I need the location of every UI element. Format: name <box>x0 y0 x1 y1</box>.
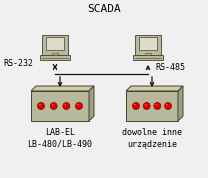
Bar <box>126 91 178 121</box>
Circle shape <box>64 104 66 106</box>
Circle shape <box>37 103 45 109</box>
Circle shape <box>165 103 172 109</box>
Circle shape <box>134 104 136 106</box>
Bar <box>133 55 163 60</box>
Circle shape <box>145 104 147 106</box>
Bar <box>145 53 151 56</box>
Polygon shape <box>89 86 94 121</box>
Text: SCADA: SCADA <box>87 4 121 14</box>
Circle shape <box>154 103 161 109</box>
Polygon shape <box>31 86 94 91</box>
Circle shape <box>155 104 157 106</box>
Text: RS-232: RS-232 <box>3 59 33 67</box>
Polygon shape <box>178 86 183 121</box>
Circle shape <box>76 103 83 109</box>
Circle shape <box>39 104 41 106</box>
Circle shape <box>52 104 54 106</box>
Circle shape <box>50 103 57 109</box>
Circle shape <box>77 104 79 106</box>
Circle shape <box>132 103 140 109</box>
Bar <box>46 36 64 49</box>
Circle shape <box>63 103 70 109</box>
Bar <box>139 36 157 49</box>
Polygon shape <box>126 86 183 91</box>
Bar <box>135 35 161 55</box>
Text: RS-485: RS-485 <box>155 64 185 72</box>
Circle shape <box>166 104 168 106</box>
Text: dowolne inne
urządzenie: dowolne inne urządzenie <box>122 128 182 149</box>
Bar <box>42 35 68 55</box>
Circle shape <box>143 103 150 109</box>
Bar <box>52 53 58 56</box>
Bar <box>40 55 70 60</box>
Text: LAB-EL
LB-480/LB-490: LAB-EL LB-480/LB-490 <box>27 128 93 149</box>
Bar <box>31 91 89 121</box>
